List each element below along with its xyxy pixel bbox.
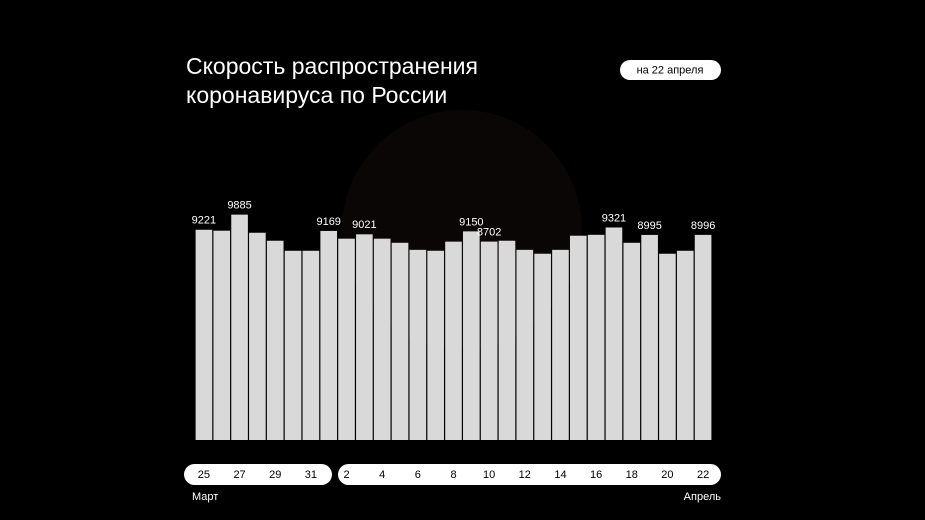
x-tick-label: 6	[415, 469, 421, 481]
x-tick-label: 25	[198, 469, 210, 481]
bar	[641, 234, 658, 440]
x-tick-label: 8	[450, 469, 456, 481]
x-tick-label: 2	[343, 469, 349, 481]
date-badge-text: на 22 апреля	[637, 64, 704, 76]
month-label: Март	[192, 491, 218, 503]
bar	[302, 250, 320, 440]
x-tick-label: 29	[269, 469, 281, 481]
x-tick-label: 14	[554, 469, 566, 481]
bar	[213, 230, 231, 440]
bar	[409, 249, 427, 440]
bar	[623, 242, 641, 440]
x-tick-label: 18	[626, 469, 638, 481]
bar	[338, 238, 355, 440]
bar	[463, 231, 480, 440]
month-pill	[184, 464, 332, 485]
x-tick-label: 31	[305, 469, 317, 481]
x-tick-label: 16	[590, 469, 602, 481]
bar	[266, 240, 284, 440]
x-tick-label: 20	[661, 469, 673, 481]
bar	[320, 230, 338, 440]
x-tick-label: 22	[697, 469, 709, 481]
month-pill	[338, 464, 721, 485]
bar	[605, 227, 623, 440]
bar	[356, 234, 373, 440]
bar	[445, 241, 462, 440]
bar	[569, 235, 587, 440]
x-tick-label: 12	[519, 469, 531, 481]
value-label: 9221	[192, 215, 216, 227]
bar	[552, 249, 569, 440]
bar	[516, 249, 534, 440]
bar	[587, 234, 605, 440]
chart-title: Скорость распространения	[186, 53, 478, 79]
x-tick-label: 4	[379, 469, 385, 481]
bar	[284, 250, 302, 440]
bar	[498, 240, 516, 440]
bar	[249, 232, 266, 440]
value-label: 8702	[477, 227, 501, 239]
bar	[534, 253, 551, 440]
value-label: 9021	[352, 219, 376, 231]
bar	[676, 250, 694, 440]
bar	[195, 229, 213, 440]
chart-title: коронавируса по России	[186, 82, 447, 108]
bar	[373, 238, 391, 440]
bar	[391, 242, 409, 440]
bar	[659, 253, 676, 440]
value-label: 9150	[459, 216, 483, 228]
month-label: Апрель	[684, 491, 722, 503]
value-label: 8995	[637, 220, 661, 232]
x-tick-label: 10	[483, 469, 495, 481]
date-badge	[620, 60, 721, 80]
x-tick-label: 27	[233, 469, 245, 481]
bar	[694, 234, 712, 440]
value-label: 8996	[691, 220, 715, 232]
value-label: 9885	[227, 200, 251, 212]
value-label: 9321	[602, 212, 626, 224]
bar	[480, 241, 498, 440]
bar	[427, 250, 444, 440]
value-label: 9169	[316, 216, 340, 228]
bar	[231, 214, 248, 440]
